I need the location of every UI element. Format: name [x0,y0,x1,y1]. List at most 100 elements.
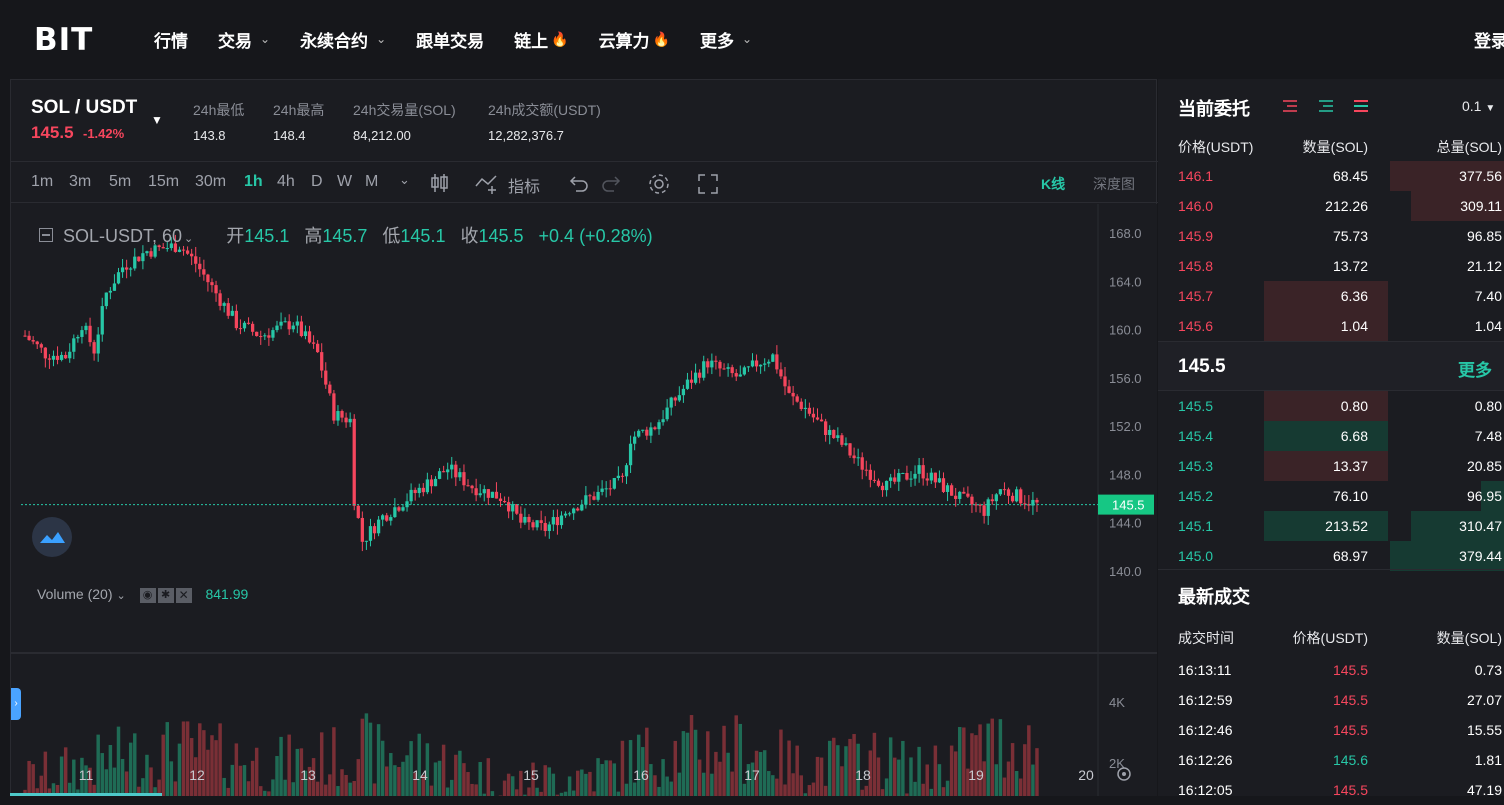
orderbook-both-icon[interactable] [1282,99,1298,113]
candlestick-chart[interactable]: 145.5168.0164.0160.0156.0152.0148.0144.0… [11,204,1157,796]
pair-selector[interactable]: SOL / USDT [31,97,137,119]
orderbook-bids-icon[interactable] [1318,99,1334,113]
volume-bar [934,746,937,796]
volume-bar [702,773,705,796]
orderbook-asks-icon[interactable] [1353,99,1369,113]
timeframe-M[interactable]: M [365,173,378,191]
timeframe-W[interactable]: W [337,173,352,191]
timeframe-30m[interactable]: 30m [195,173,226,191]
candle-body [194,256,197,263]
settings-gear-icon[interactable] [647,172,671,196]
nav-item-1[interactable]: 交易⌄ [218,27,270,51]
collapse-icon[interactable] [39,228,53,242]
volume-bar [938,764,941,796]
indicator-icon[interactable] [474,172,502,194]
candle-body [548,524,551,531]
timeframe-4h[interactable]: 4h [277,173,295,191]
chevron-down-icon[interactable]: ⌄ [184,233,193,245]
tab-depth-chart[interactable]: 深度图 [1093,174,1135,194]
candle-body [763,364,766,365]
candle-body [637,431,640,437]
timeframe-3m[interactable]: 3m [69,173,91,191]
chevron-down-icon[interactable]: ⌄ [116,590,125,602]
nav-item-5[interactable]: 云算力🔥 [599,27,670,51]
fullscreen-icon[interactable] [696,172,720,196]
indicators-button[interactable]: 指标 [508,173,540,197]
brand-logo[interactable]: BIT [34,22,93,58]
volume-bar [218,723,221,796]
close-icon[interactable]: ✕ [176,588,192,603]
candle-body [214,285,217,293]
volume-bar [958,727,961,796]
volume-bar [161,735,164,796]
volume-bar [669,782,672,796]
stat-label: 24h最低 [193,100,244,120]
candle-body [32,340,35,342]
stat-value: 84,212.00 [353,128,411,143]
candle-body [519,514,522,523]
login-button[interactable]: 登录 [1474,27,1504,52]
candle-body [832,430,835,438]
depth-bar [1264,451,1388,481]
timeframe-5m[interactable]: 5m [109,173,131,191]
candle-body [584,495,587,504]
timeframe-D[interactable]: D [311,173,323,191]
volume-bar [324,785,327,796]
order-amount: 213.52 [1325,518,1368,534]
header-price: 价格(USDT) [1293,628,1368,648]
timeframe-1m[interactable]: 1m [31,173,53,191]
expand-handle-icon[interactable]: › [11,688,21,720]
candle-body [645,430,648,436]
candle-body [129,268,132,269]
undo-icon[interactable] [567,172,589,194]
order-amount: 0.80 [1341,398,1368,414]
candle-body [68,352,71,359]
timeframe-15m[interactable]: 15m [148,173,179,191]
volume-label[interactable]: Volume (20) [37,586,112,602]
tab-kline[interactable]: K线 [1041,174,1065,194]
more-button[interactable]: 更多 [1458,356,1492,381]
settings-gear-icon[interactable]: ✱ [158,588,174,603]
chart-logo-icon[interactable] [32,517,72,557]
symbol-label[interactable]: SOL-USDT, 60 [63,226,182,246]
volume-bar [320,732,323,796]
candlestick-type-icon[interactable] [429,172,451,194]
order-price: 145.9 [1178,228,1213,244]
eye-icon[interactable]: ◉ [140,588,156,603]
chevron-down-icon[interactable]: ⌄ [399,172,410,188]
volume-bar [1035,748,1038,796]
nav-item-3[interactable]: 跟单交易 [416,27,484,51]
precision-selector[interactable]: 0.1 ▼ [1462,98,1495,114]
chevron-down-icon[interactable]: ▼ [151,113,163,127]
nav-item-2[interactable]: 永续合约⌄ [300,27,386,51]
candle-body [243,323,246,329]
volume-bar [519,771,522,796]
volume-bar [844,746,847,796]
volume-bar [182,721,185,796]
candle-body [149,251,152,256]
nav-item-0[interactable]: 行情 [154,27,188,51]
volume-bar [507,774,510,796]
redo-icon[interactable] [601,172,623,194]
timeframe-1h[interactable]: 1h [244,173,263,191]
candle-body [743,367,746,374]
volume-bar [365,713,368,796]
change-value: +0.4 (+0.28%) [539,226,653,246]
candle-body [710,361,713,368]
volume-bar [930,789,933,796]
nav-item-6[interactable]: 更多⌄ [700,27,752,51]
nav-item-4[interactable]: 链上🔥 [514,27,568,51]
